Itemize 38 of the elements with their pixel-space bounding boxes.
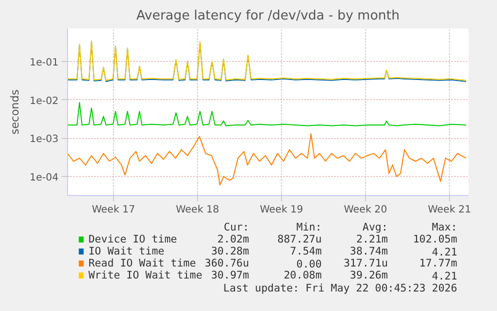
x-tick-label: Week 21: [428, 204, 472, 216]
text: 38.74m: [350, 246, 388, 258]
text: 30.28m: [211, 246, 250, 258]
text: Max:: [432, 222, 458, 234]
x-tick-label: Week 19: [260, 204, 304, 216]
x-tick-label: Week 20: [344, 204, 388, 216]
text: 102.05m: [412, 234, 458, 246]
text: 2.02m: [217, 234, 250, 246]
text: 0.00: [296, 258, 322, 270]
x-tick-label: Week 17: [92, 204, 136, 216]
x-tick-label: Week 18: [176, 204, 220, 216]
text: 7.54m: [290, 246, 322, 258]
text: 39.26m: [350, 270, 388, 282]
legend-label: Read IO Wait time: [88, 258, 196, 270]
text: 360.76u: [204, 258, 250, 270]
legend-label: Write IO Wait time: [88, 270, 202, 282]
text: 20.08m: [284, 270, 322, 282]
legend-label: IO Wait time: [88, 246, 164, 258]
text: 317.71u: [344, 258, 388, 270]
text: Last update: Fri May 22 00:45:23 2026: [223, 282, 458, 294]
y-tick-label: 1e-04: [30, 172, 59, 184]
text: 4.21: [432, 270, 458, 282]
text: 887.27u: [277, 234, 322, 246]
legend-label: Device IO time: [88, 234, 177, 246]
text: Cur:: [224, 222, 250, 234]
text: 17.77m: [419, 258, 458, 270]
text: 4.21: [432, 246, 458, 258]
text: Min:: [296, 222, 322, 234]
y-tick-label: 1e-01: [30, 57, 59, 68]
line-series: [68, 133, 466, 186]
y-axis-title: seconds: [8, 89, 22, 134]
text: 2.21m: [356, 234, 388, 246]
chart-title: Average latency for /dev/vda - by month: [136, 8, 400, 24]
y-tick-label: 1e-03: [30, 134, 59, 146]
text: Avg:: [362, 222, 388, 234]
y-tick-label: 1e-02: [30, 96, 59, 107]
text: 30.97m: [211, 270, 250, 282]
line-series: [68, 102, 466, 126]
